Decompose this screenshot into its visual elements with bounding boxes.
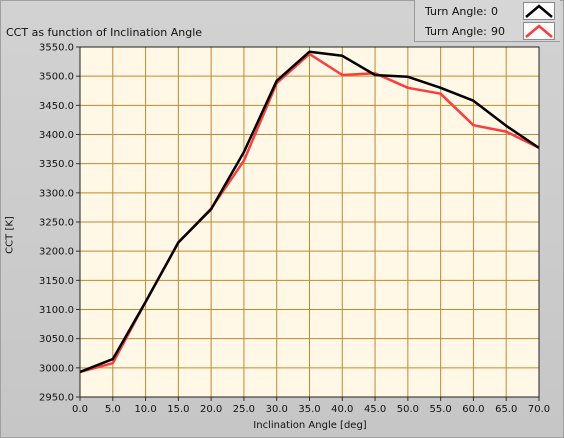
legend-swatch-black[interactable]: [523, 2, 555, 20]
x-tick-label: 65.0: [495, 404, 517, 415]
x-tick-label: 15.0: [167, 404, 189, 415]
y-tick-label: 3550.0: [39, 43, 74, 54]
y-tick-label: 3400.0: [39, 130, 74, 141]
x-tick-label: 20.0: [200, 404, 222, 415]
x-tick-label: 50.0: [397, 404, 419, 415]
x-tick-label: 30.0: [266, 404, 288, 415]
y-tick-label: 3100.0: [39, 305, 74, 316]
y-tick-label: 3000.0: [39, 363, 74, 374]
y-axis-label: CCT [K]: [4, 216, 16, 254]
x-tick-label: 35.0: [298, 404, 320, 415]
y-tick-label: 3250.0: [39, 218, 74, 229]
plot-frame: [79, 46, 540, 398]
y-tick-label: 3500.0: [39, 72, 74, 83]
x-tick-label: 45.0: [364, 404, 386, 415]
y-tick-label: 3300.0: [39, 188, 74, 199]
y-tick-label: 3450.0: [39, 101, 74, 112]
y-tick-label: 2950.0: [39, 393, 74, 404]
plot-legend[interactable]: Turn Angle: 0 Turn Angle: 90: [414, 0, 560, 42]
legend-label: Turn Angle:: [425, 25, 487, 38]
x-tick-label: 55.0: [430, 404, 452, 415]
x-tick-label: 0.0: [72, 404, 88, 415]
series-line-turn-0: [79, 50, 540, 374]
y-tick-label: 3200.0: [39, 247, 74, 258]
legend-item-turn-90[interactable]: Turn Angle: 90: [415, 21, 561, 41]
series-lines: [79, 50, 540, 374]
y-tick-label: 3150.0: [39, 276, 74, 287]
x-tick-label: 25.0: [233, 404, 255, 415]
legend-value: 90: [491, 25, 505, 38]
x-tick-label: 10.0: [134, 404, 156, 415]
y-tick-label: 3050.0: [39, 334, 74, 345]
x-tick-label: 5.0: [105, 404, 121, 415]
x-tick-label: 60.0: [462, 404, 484, 415]
legend-value: 0: [491, 5, 498, 18]
y-axis-ticks: 2950.0 3000.0 3050.0 3100.0 3150.0 3200.0 3250…: [39, 43, 80, 404]
legend-swatch-red[interactable]: [523, 22, 555, 40]
x-axis-label: Inclination Angle [deg]: [253, 420, 367, 431]
legend-label: Turn Angle:: [425, 5, 487, 18]
x-axis-ticks: 0.0 5.0 10.0 15.0 20.0 25.0 30.0 35.0 40.0 45.0 50…: [72, 397, 550, 415]
x-tick-label: 70.0: [528, 404, 550, 415]
chart-title: CCT as function of Inclination Angle: [6, 26, 203, 39]
y-tick-label: 3350.0: [39, 159, 74, 170]
x-tick-label: 40.0: [331, 404, 353, 415]
legend-item-turn-0[interactable]: Turn Angle: 0: [415, 1, 561, 21]
